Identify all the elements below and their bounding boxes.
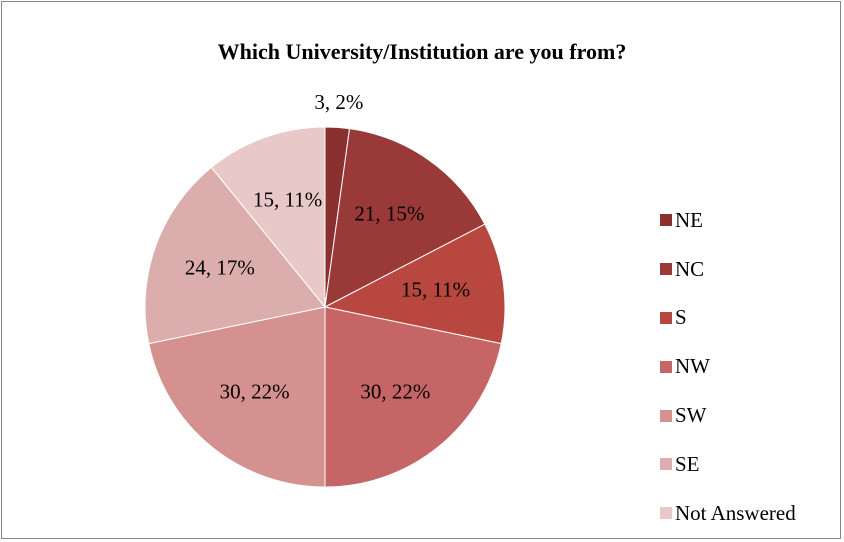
pie-slice-sw	[148, 306, 326, 488]
data-label-sw: 30, 22%	[220, 379, 290, 403]
pie-slice-s	[323, 223, 506, 345]
legend-item-se: SE	[660, 440, 796, 489]
legend-label: S	[675, 305, 687, 330]
pie-slice-se	[144, 166, 326, 345]
chart-legend: NE NC S NW SW SE Not Answered	[660, 196, 796, 538]
chart-title: Which University/Institution are you fro…	[217, 39, 627, 64]
pie-slice-nw	[324, 306, 502, 488]
data-label-ne: 3, 2%	[314, 90, 363, 114]
legend-item-s: S	[660, 294, 796, 343]
legend-item-sw: SW	[660, 391, 796, 440]
pie-slices	[144, 126, 506, 488]
pie-slice-not-answered	[210, 126, 326, 309]
legend-swatch	[660, 360, 672, 373]
legend-item-nw: NW	[660, 342, 796, 391]
legend-item-not-answered: Not Answered	[660, 489, 796, 538]
data-label-not-answered: 15, 11%	[253, 188, 322, 212]
legend-label: Not Answered	[675, 500, 796, 525]
legend-swatch	[660, 409, 672, 422]
legend-item-nc: NC	[660, 245, 796, 294]
legend-swatch	[660, 214, 672, 227]
pie-data-labels: 3, 2% 21, 15% 15, 11% 30, 22% 30, 22% 24, 17%…	[185, 90, 470, 403]
data-label-nw: 30, 22%	[360, 379, 430, 403]
legend-item-ne: NE	[660, 196, 796, 245]
legend-swatch	[660, 263, 672, 276]
data-label-se: 24, 17%	[185, 255, 255, 279]
legend-label: NC	[675, 256, 705, 281]
legend-swatch	[660, 507, 672, 520]
data-label-nc: 21, 15%	[354, 202, 424, 226]
legend-swatch	[660, 311, 672, 324]
legend-swatch	[660, 458, 672, 471]
legend-label: SW	[675, 403, 707, 428]
pie-slice-nc	[324, 128, 486, 308]
legend-label: SE	[675, 451, 700, 476]
legend-label: NW	[675, 354, 710, 379]
data-label-s: 15, 11%	[401, 278, 470, 302]
legend-label: NE	[675, 207, 703, 232]
